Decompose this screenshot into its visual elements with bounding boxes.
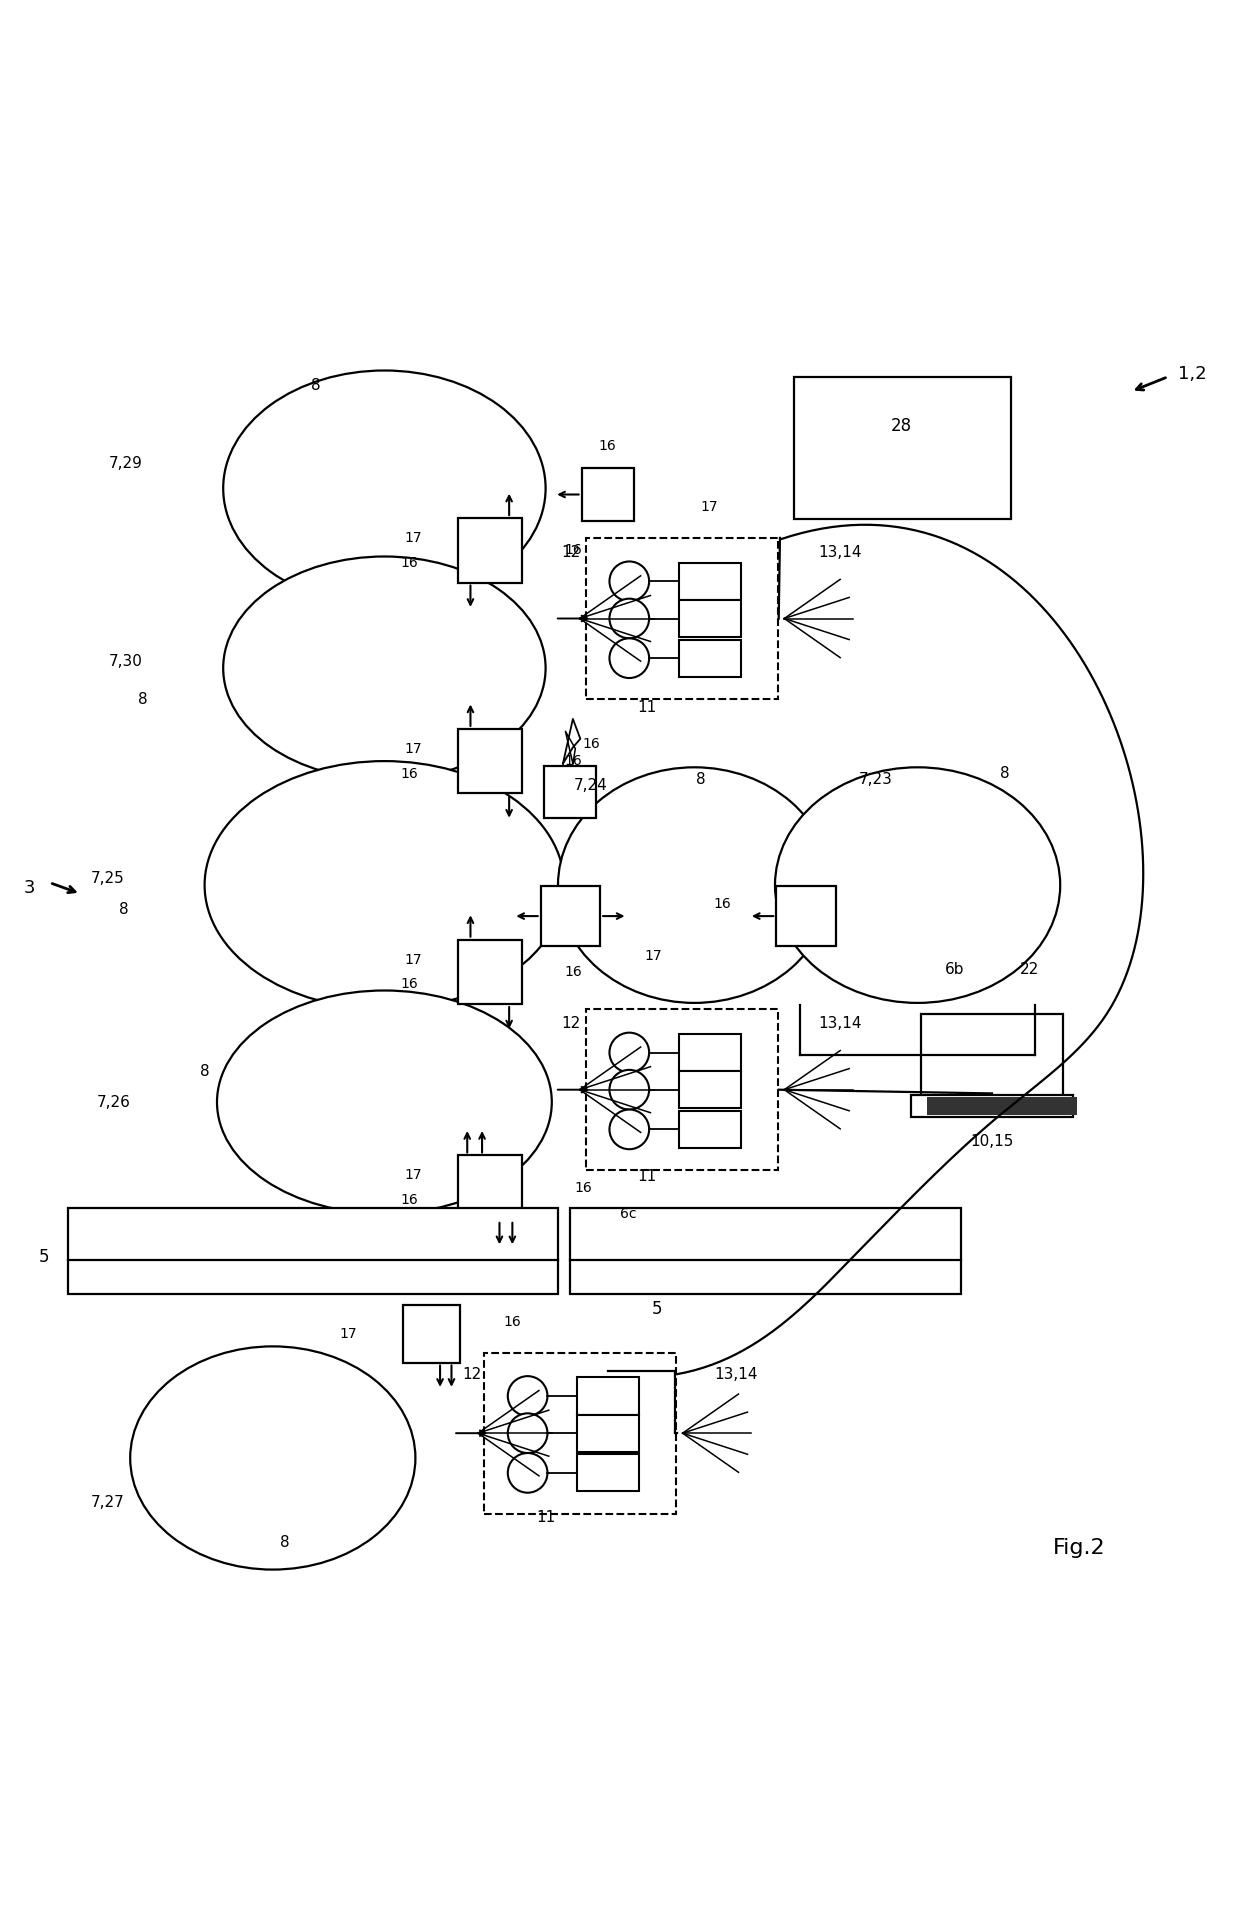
Bar [458,1155,522,1220]
Bar [582,468,634,520]
Bar [570,1207,961,1293]
Text: 10,15: 10,15 [971,1134,1013,1149]
Text: 12: 12 [461,1368,481,1382]
Circle shape [610,599,650,639]
Ellipse shape [223,370,546,606]
Circle shape [508,1376,548,1416]
Ellipse shape [558,768,831,1004]
Bar [458,729,522,793]
Bar [578,1455,640,1491]
Text: 8: 8 [999,766,1009,781]
Bar [776,887,836,946]
Text: 13,14: 13,14 [818,545,862,560]
Text: 13,14: 13,14 [818,1017,862,1032]
Bar [578,1414,640,1453]
Circle shape [508,1412,548,1453]
Bar [458,940,522,1004]
Text: 5: 5 [40,1247,50,1267]
Text: 17: 17 [340,1326,357,1341]
Text: 1,2: 1,2 [1178,365,1207,384]
Text: 16: 16 [583,737,600,750]
Text: 8: 8 [138,691,148,706]
Text: 16: 16 [599,439,616,453]
Bar [458,518,522,583]
Bar [484,1353,677,1514]
Text: 7,29: 7,29 [109,457,143,470]
Bar [680,639,742,677]
Text: 7,25: 7,25 [91,871,124,887]
Bar [680,601,742,637]
Ellipse shape [130,1347,415,1570]
Text: 16: 16 [564,543,582,557]
Ellipse shape [775,768,1060,1004]
Text: 16: 16 [401,977,418,992]
Text: 17: 17 [404,952,422,967]
Text: 5: 5 [652,1301,662,1318]
Bar [587,537,779,699]
Text: 13,14: 13,14 [714,1368,758,1382]
Text: 7,27: 7,27 [91,1495,124,1510]
Bar [910,1094,1074,1117]
Text: 7,23: 7,23 [859,771,893,787]
Bar [403,1305,460,1362]
Text: 8: 8 [311,378,321,393]
Bar [794,376,1011,520]
Bar [680,1111,742,1148]
Bar [680,1034,742,1071]
Circle shape [610,639,650,677]
Text: 6c: 6c [620,1207,636,1220]
Text: 17: 17 [404,743,422,756]
Ellipse shape [223,557,546,779]
Ellipse shape [217,990,552,1213]
Circle shape [508,1453,548,1493]
Text: 22: 22 [1019,961,1039,977]
Bar [680,562,742,601]
Text: 6b: 6b [945,961,965,977]
Circle shape [610,562,650,601]
Circle shape [610,1071,650,1109]
Text: 17: 17 [404,1169,422,1182]
Text: 17: 17 [645,948,662,963]
Bar [920,1013,1063,1098]
Bar [587,1009,779,1171]
Text: 16: 16 [564,965,582,979]
Text: 17: 17 [404,532,422,545]
Bar [68,1207,558,1293]
Circle shape [610,1109,650,1149]
Bar [544,766,596,817]
Text: 7,30: 7,30 [109,654,143,670]
Text: Fig.2: Fig.2 [1053,1539,1105,1558]
Text: 8: 8 [696,771,706,787]
Text: 16: 16 [574,1180,591,1196]
Ellipse shape [205,762,564,1009]
Text: 8: 8 [280,1535,290,1551]
Bar [541,887,600,946]
Text: 7,24: 7,24 [574,779,608,793]
Bar [928,1098,1076,1115]
Circle shape [610,1032,650,1073]
Text: 8: 8 [200,1063,210,1078]
Text: 11: 11 [637,700,657,716]
Text: 16: 16 [714,896,732,912]
Text: 16: 16 [401,766,418,781]
Text: 8: 8 [119,902,129,917]
Text: 12: 12 [560,1017,580,1032]
Text: 16: 16 [503,1315,521,1328]
Bar [680,1071,742,1109]
Text: 16: 16 [401,1194,418,1207]
Text: 17: 17 [701,501,718,514]
Text: 3: 3 [24,879,35,896]
Text: 7,26: 7,26 [97,1094,130,1109]
Text: 11: 11 [536,1510,556,1526]
Text: 28: 28 [890,416,913,436]
Bar [578,1378,640,1414]
Text: 11: 11 [637,1169,657,1184]
Text: 12: 12 [560,545,580,560]
Text: 16: 16 [564,754,582,768]
Text: 16: 16 [401,557,418,570]
